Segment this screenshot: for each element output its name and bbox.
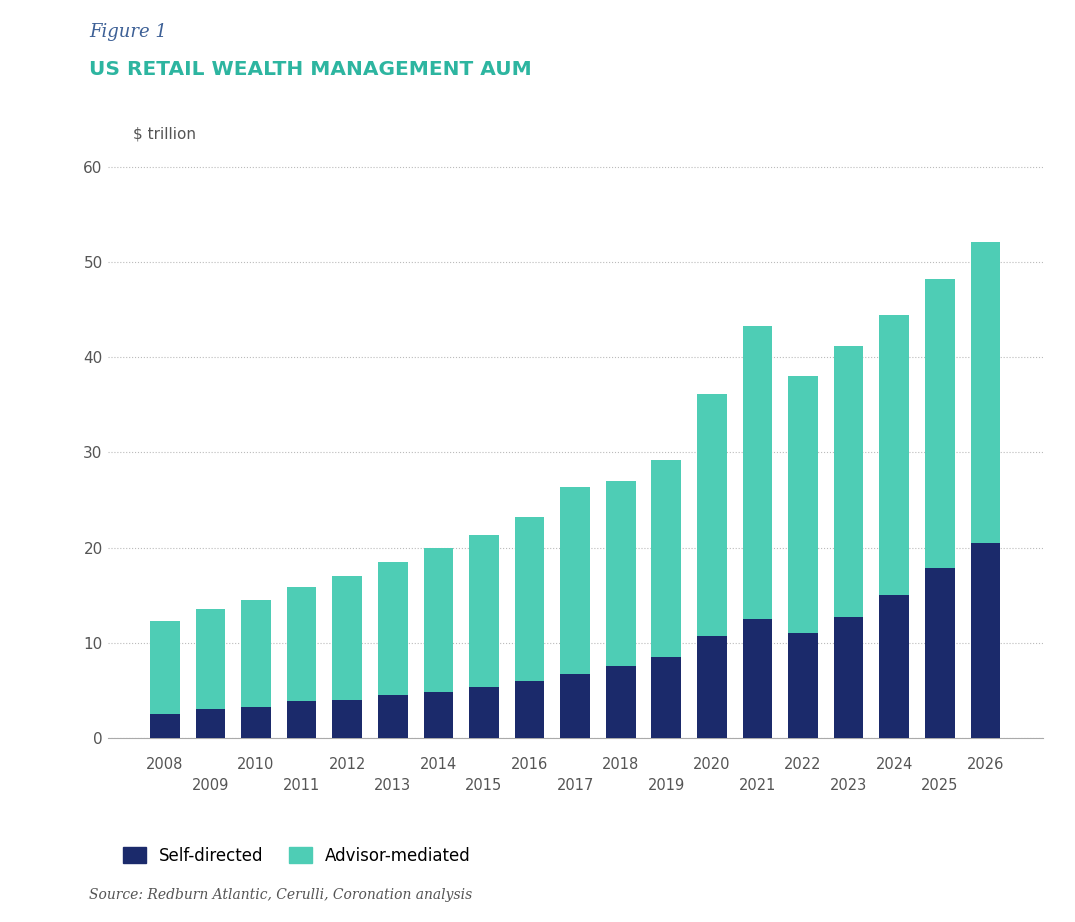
Bar bbox=[834, 346, 863, 617]
Text: US RETAIL WEALTH MANAGEMENT AUM: US RETAIL WEALTH MANAGEMENT AUM bbox=[89, 60, 532, 79]
Bar bbox=[378, 695, 407, 738]
Bar bbox=[241, 707, 271, 738]
Text: 2023: 2023 bbox=[830, 778, 868, 793]
Text: 2021: 2021 bbox=[739, 778, 776, 793]
Bar bbox=[606, 481, 635, 667]
Text: 2025: 2025 bbox=[921, 778, 959, 793]
Bar bbox=[606, 667, 635, 738]
Text: 2014: 2014 bbox=[419, 757, 457, 772]
Bar bbox=[924, 278, 955, 569]
Bar bbox=[151, 621, 180, 714]
Legend: Self-directed, Advisor-mediated: Self-directed, Advisor-mediated bbox=[116, 840, 477, 871]
Text: 2011: 2011 bbox=[283, 778, 320, 793]
Text: 2019: 2019 bbox=[647, 778, 685, 793]
Text: 2018: 2018 bbox=[602, 757, 640, 772]
Text: 2015: 2015 bbox=[465, 778, 503, 793]
Bar bbox=[287, 587, 316, 702]
Text: 2008: 2008 bbox=[146, 757, 184, 772]
Bar bbox=[378, 561, 407, 695]
Bar bbox=[515, 680, 544, 738]
Text: 2009: 2009 bbox=[191, 778, 229, 793]
Bar bbox=[515, 517, 544, 680]
Text: 2024: 2024 bbox=[875, 757, 913, 772]
Bar bbox=[971, 543, 1000, 738]
Bar bbox=[196, 609, 226, 709]
Bar bbox=[697, 636, 727, 738]
Text: 2016: 2016 bbox=[511, 757, 548, 772]
Bar bbox=[788, 633, 818, 738]
Bar bbox=[560, 487, 590, 674]
Text: 2013: 2013 bbox=[374, 778, 412, 793]
Bar bbox=[241, 600, 271, 707]
Bar bbox=[424, 548, 454, 692]
Bar bbox=[879, 595, 909, 738]
Bar bbox=[651, 460, 682, 656]
Text: 2022: 2022 bbox=[785, 757, 821, 772]
Text: $ trillion: $ trillion bbox=[133, 126, 196, 142]
Bar bbox=[879, 314, 909, 595]
Bar bbox=[196, 709, 226, 738]
Text: 2017: 2017 bbox=[557, 778, 593, 793]
Bar bbox=[469, 687, 499, 738]
Text: 2026: 2026 bbox=[966, 757, 1004, 772]
Text: Figure 1: Figure 1 bbox=[89, 23, 167, 41]
Text: 2012: 2012 bbox=[329, 757, 366, 772]
Bar bbox=[151, 714, 180, 738]
Bar bbox=[743, 326, 772, 619]
Bar bbox=[971, 242, 1000, 543]
Text: 2020: 2020 bbox=[693, 757, 731, 772]
Text: 2010: 2010 bbox=[238, 757, 275, 772]
Bar bbox=[834, 617, 863, 738]
Text: Source: Redburn Atlantic, Cerulli, Coronation analysis: Source: Redburn Atlantic, Cerulli, Coron… bbox=[89, 888, 473, 902]
Bar bbox=[788, 376, 818, 633]
Bar bbox=[469, 535, 499, 687]
Bar bbox=[560, 674, 590, 738]
Bar bbox=[743, 619, 772, 738]
Bar bbox=[924, 569, 955, 738]
Bar bbox=[651, 656, 682, 738]
Bar bbox=[332, 576, 362, 700]
Bar bbox=[332, 700, 362, 738]
Bar bbox=[424, 692, 454, 738]
Bar bbox=[287, 702, 316, 738]
Bar bbox=[697, 394, 727, 636]
